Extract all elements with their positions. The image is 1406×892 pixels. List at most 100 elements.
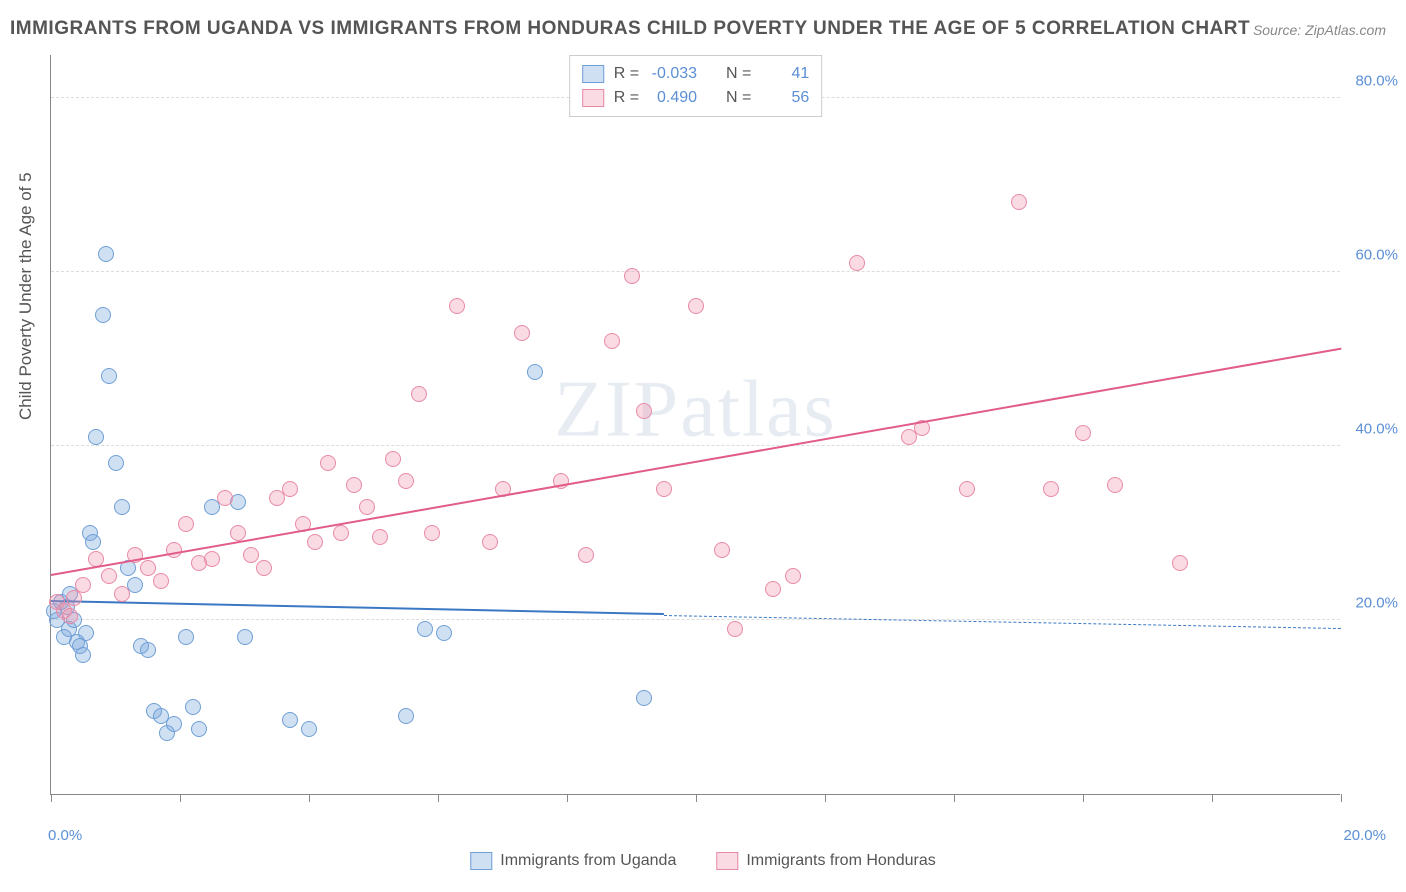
data-point (436, 625, 452, 641)
y-tick-label: 80.0% (1355, 72, 1398, 89)
data-point (166, 716, 182, 732)
data-point (114, 586, 130, 602)
x-tick (438, 794, 439, 802)
data-point (656, 481, 672, 497)
data-point (359, 499, 375, 515)
data-point (101, 568, 117, 584)
gridline-h (51, 619, 1340, 620)
legend-row-honduras: R = 0.490 N = 56 (582, 86, 810, 110)
data-point (398, 708, 414, 724)
data-point (1172, 555, 1188, 571)
legend-r-label: R = (614, 62, 639, 86)
data-point (178, 629, 194, 645)
data-point (75, 647, 91, 663)
gridline-h (51, 271, 1340, 272)
x-tick-label-max: 20.0% (1343, 827, 1386, 844)
swatch-honduras (582, 89, 604, 107)
trend-line (51, 348, 1341, 576)
x-tick (696, 794, 697, 802)
legend-item-uganda: Immigrants from Uganda (470, 852, 676, 870)
x-tick-label-min: 0.0% (48, 827, 82, 844)
data-point (166, 542, 182, 558)
x-tick (1212, 794, 1213, 802)
data-point (153, 573, 169, 589)
legend-r-value-honduras: 0.490 (649, 86, 697, 110)
data-point (282, 481, 298, 497)
data-point (95, 307, 111, 323)
x-tick (309, 794, 310, 802)
data-point (78, 625, 94, 641)
gridline-h (51, 445, 1340, 446)
data-point (1043, 481, 1059, 497)
series-legend: Immigrants from Uganda Immigrants from H… (470, 852, 935, 870)
data-point (62, 608, 78, 624)
data-point (578, 547, 594, 563)
data-point (204, 551, 220, 567)
x-tick (825, 794, 826, 802)
data-point (237, 629, 253, 645)
data-point (333, 525, 349, 541)
data-point (527, 364, 543, 380)
data-point (217, 490, 233, 506)
source-prefix: Source: (1253, 22, 1305, 38)
data-point (636, 690, 652, 706)
x-tick (567, 794, 568, 802)
data-point (372, 529, 388, 545)
data-point (301, 721, 317, 737)
swatch-honduras (716, 852, 738, 870)
data-point (98, 246, 114, 262)
data-point (417, 621, 433, 637)
data-point (230, 525, 246, 541)
data-point (185, 699, 201, 715)
data-point (1107, 477, 1123, 493)
stats-legend: R = -0.033 N = 41 R = 0.490 N = 56 (569, 55, 823, 117)
data-point (243, 547, 259, 563)
legend-n-value-honduras: 56 (761, 86, 809, 110)
data-point (604, 333, 620, 349)
plot-area: ZIPatlas 20.0%40.0%60.0%80.0% R = -0.033… (50, 55, 1340, 795)
data-point (636, 403, 652, 419)
data-point (727, 621, 743, 637)
data-point (514, 325, 530, 341)
y-tick-label: 40.0% (1355, 420, 1398, 437)
legend-label-uganda: Immigrants from Uganda (500, 852, 676, 870)
legend-n-label: N = (726, 86, 751, 110)
data-point (307, 534, 323, 550)
data-point (1011, 194, 1027, 210)
data-point (714, 542, 730, 558)
data-point (108, 455, 124, 471)
chart-title: IMMIGRANTS FROM UGANDA VS IMMIGRANTS FRO… (10, 18, 1250, 40)
data-point (75, 577, 91, 593)
data-point (411, 386, 427, 402)
data-point (66, 590, 82, 606)
source-name: ZipAtlas.com (1305, 22, 1386, 38)
data-point (282, 712, 298, 728)
data-point (849, 255, 865, 271)
data-point (688, 298, 704, 314)
x-tick (954, 794, 955, 802)
data-point (424, 525, 440, 541)
legend-n-label: N = (726, 62, 751, 86)
data-point (178, 516, 194, 532)
trend-line (51, 600, 664, 615)
legend-n-value-uganda: 41 (761, 62, 809, 86)
data-point (140, 642, 156, 658)
x-tick (180, 794, 181, 802)
plot-inner: 20.0%40.0%60.0%80.0% (51, 55, 1340, 794)
y-tick-label: 20.0% (1355, 594, 1398, 611)
legend-row-uganda: R = -0.033 N = 41 (582, 62, 810, 86)
y-tick-label: 60.0% (1355, 246, 1398, 263)
data-point (101, 368, 117, 384)
x-tick (51, 794, 52, 802)
legend-r-value-uganda: -0.033 (649, 62, 697, 86)
data-point (191, 721, 207, 737)
data-point (482, 534, 498, 550)
trend-line-dashed (664, 615, 1341, 629)
x-tick (1083, 794, 1084, 802)
data-point (1075, 425, 1091, 441)
data-point (346, 477, 362, 493)
data-point (449, 298, 465, 314)
data-point (959, 481, 975, 497)
data-point (624, 268, 640, 284)
data-point (785, 568, 801, 584)
